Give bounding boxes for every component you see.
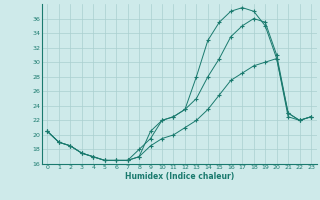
X-axis label: Humidex (Indice chaleur): Humidex (Indice chaleur) <box>124 172 234 181</box>
